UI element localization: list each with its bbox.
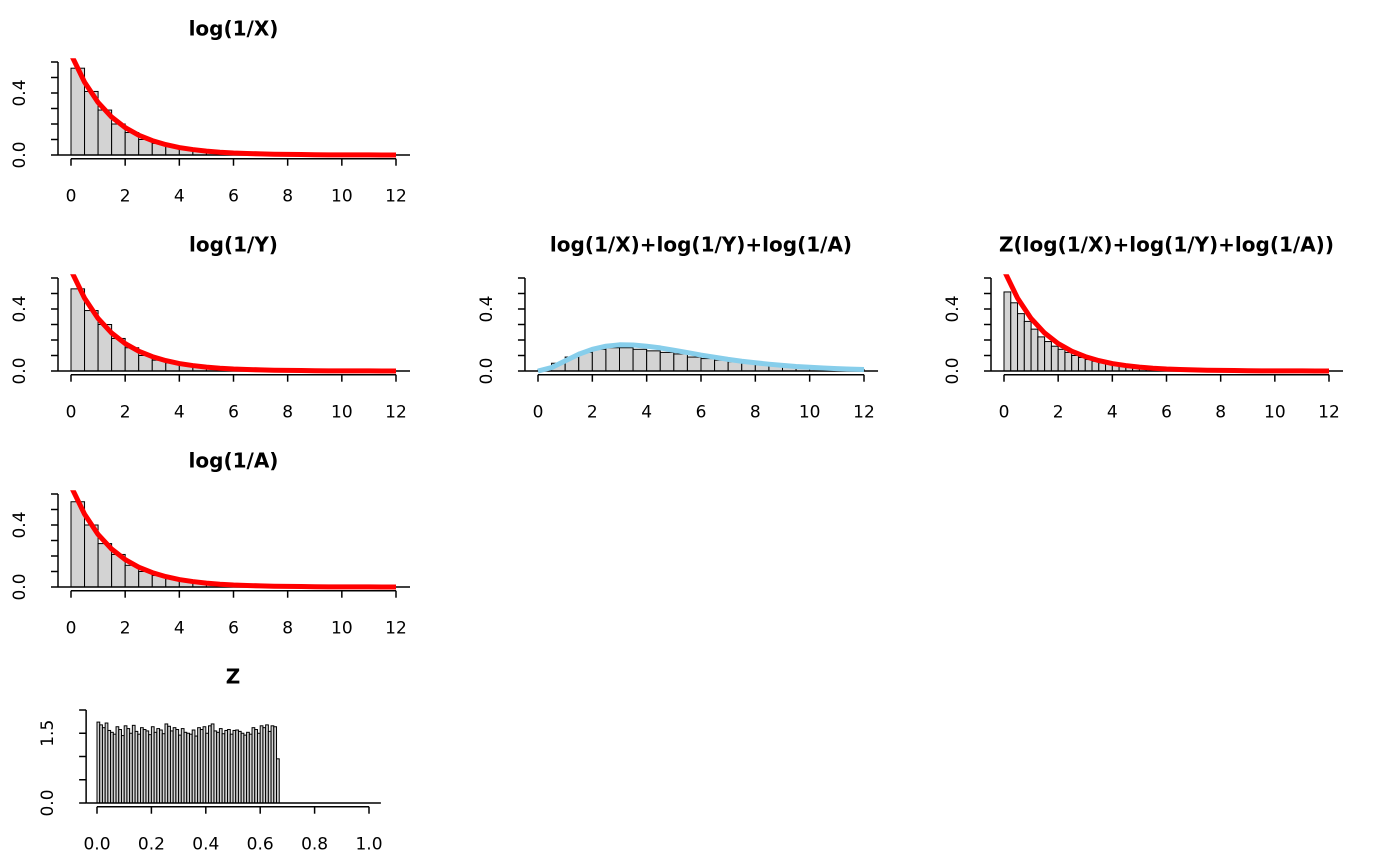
bar [1057, 348, 1066, 372]
x-tick-label: 6 [696, 403, 707, 423]
density-curve [70, 58, 396, 158]
x-tick-label: 2 [587, 403, 598, 423]
y-tick-label: 0.4 [10, 511, 30, 538]
y-tick-label: 0.0 [38, 789, 58, 816]
bar [619, 347, 634, 372]
y-tick-label: 0.4 [943, 295, 963, 322]
x-tick-label: 0 [66, 619, 77, 639]
bar [1064, 351, 1073, 372]
y-tick-label: 0.0 [477, 357, 497, 384]
x-tick-label: 6 [228, 187, 239, 207]
x-tick-label: 4 [174, 403, 185, 423]
x-tick-label: 12 [385, 187, 407, 207]
x-tick-label: 8 [1215, 403, 1226, 423]
x-tick-label: 8 [750, 403, 761, 423]
bar [1077, 357, 1086, 372]
x-tick-label: 0.6 [247, 835, 274, 855]
x-tick-label: 4 [641, 403, 652, 423]
density-curve [70, 490, 396, 590]
panel-title: Z [226, 665, 241, 689]
x-tick-label: 12 [385, 619, 407, 639]
x-tick-label: 12 [1318, 403, 1340, 423]
bar [646, 350, 661, 372]
x-tick-label: 0 [533, 403, 544, 423]
x-tick-label: 0.2 [138, 835, 165, 855]
bar [632, 348, 648, 372]
bar [673, 353, 688, 372]
panel-title: log(1/X) [189, 17, 279, 41]
bar [1017, 313, 1025, 372]
density-curve [1003, 274, 1329, 374]
panel-title: log(1/X)+log(1/Y)+log(1/A) [550, 233, 852, 257]
panel: log(1/Y) 0 2 4 6 8 10 12 0.0 0.4 [10, 233, 410, 423]
density-curve [70, 274, 396, 374]
x-tick-label: 10 [799, 403, 821, 423]
x-tick-label: 0 [999, 403, 1010, 423]
x-tick-label: 8 [282, 187, 293, 207]
panel: log(1/X)+log(1/Y)+log(1/A) 0 2 4 6 8 10 12 0.0 0.… [477, 233, 879, 423]
y-tick-label: 0.0 [10, 357, 30, 384]
x-tick-label: 6 [228, 403, 239, 423]
bar [1071, 355, 1079, 372]
y-tick-label: 0.0 [10, 573, 30, 600]
y-tick-label: 1.5 [38, 720, 58, 747]
x-tick-label: 10 [331, 619, 353, 639]
x-tick-label: 0 [66, 187, 77, 207]
x-tick-label: 2 [1053, 403, 1064, 423]
density-curve [537, 342, 865, 374]
panel-title: log(1/A) [189, 449, 279, 473]
x-tick-label: 2 [120, 619, 131, 639]
x-tick-label: 4 [174, 187, 185, 207]
x-tick-label: 8 [282, 619, 293, 639]
bar [659, 351, 675, 372]
bar [1023, 320, 1032, 372]
bar [1050, 345, 1059, 372]
x-tick-label: 0 [66, 403, 77, 423]
x-tick-label: 2 [120, 187, 131, 207]
bar [1037, 336, 1046, 372]
bar [1010, 302, 1019, 372]
panel: Z(log(1/X)+log(1/Y)+log(1/A)) 0 2 4 6 8 10 12 0.… [943, 233, 1343, 423]
bar [1084, 359, 1093, 372]
x-tick-label: 2 [120, 403, 131, 423]
y-tick-label: 0.0 [943, 357, 963, 384]
panel: log(1/A) 0 2 4 6 8 10 12 0.0 0.4 [10, 449, 410, 639]
x-tick-label: 0.0 [83, 835, 110, 855]
x-tick-label: 10 [331, 403, 353, 423]
y-tick-label: 0.4 [477, 295, 497, 322]
x-tick-label: 0.4 [192, 835, 219, 855]
bar [1044, 341, 1052, 372]
x-tick-label: 0.8 [301, 835, 328, 855]
x-tick-label: 4 [1107, 403, 1118, 423]
x-tick-label: 12 [385, 403, 407, 423]
bar [591, 348, 607, 372]
x-tick-label: 6 [1161, 403, 1172, 423]
panel: log(1/X) 0 2 4 6 8 10 12 0.0 0.4 [10, 17, 410, 207]
panel: Z 0.0 0.2 0.4 0.6 0.8 1.0 0.0 1.5 [38, 665, 382, 855]
x-tick-label: 6 [228, 619, 239, 639]
panel-title: Z(log(1/X)+log(1/Y)+log(1/A)) [999, 233, 1334, 257]
bar [700, 358, 716, 372]
x-tick-label: 1.0 [355, 835, 382, 855]
bar [276, 758, 280, 804]
panel-title: log(1/Y) [189, 233, 278, 257]
x-tick-label: 4 [174, 619, 185, 639]
x-tick-label: 10 [1264, 403, 1286, 423]
bar [686, 356, 702, 372]
bar [1003, 291, 1012, 372]
bar [1030, 328, 1039, 372]
bar [605, 347, 621, 372]
x-tick-label: 12 [853, 403, 875, 423]
bar [70, 288, 86, 372]
y-tick-label: 0.4 [10, 79, 30, 106]
y-tick-label: 0.0 [10, 141, 30, 168]
y-tick-label: 0.4 [10, 295, 30, 322]
x-tick-label: 8 [282, 403, 293, 423]
bar [714, 359, 729, 372]
x-tick-label: 10 [331, 187, 353, 207]
